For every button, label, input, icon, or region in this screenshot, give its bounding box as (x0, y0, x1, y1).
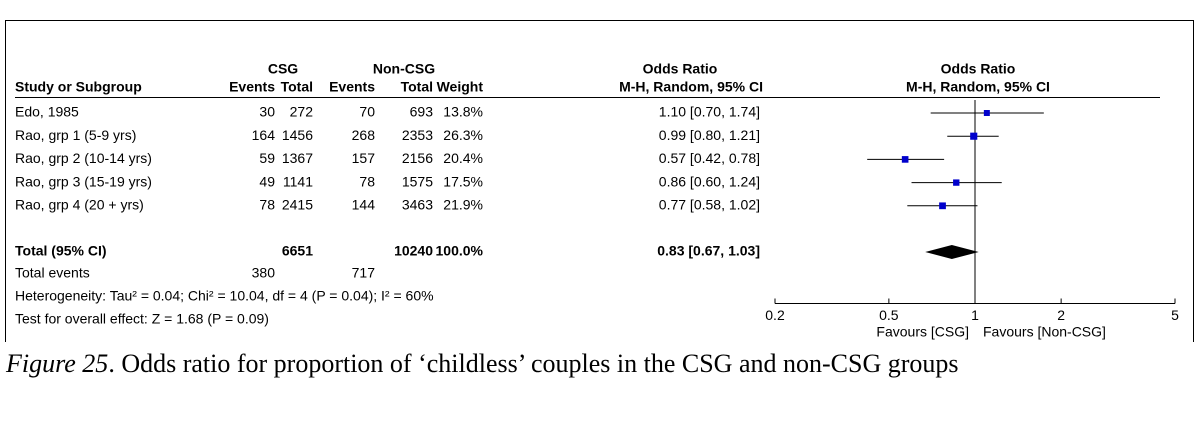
column-header: Total (281, 79, 313, 95)
total-events-name: Total events (15, 265, 90, 281)
favours-left: Favours [CSG] (876, 324, 969, 340)
group-header: CSG (268, 61, 298, 77)
study-name: Edo, 1985 (15, 104, 79, 120)
cell: 157 (352, 150, 376, 166)
cell: 59 (259, 150, 275, 166)
weight: 100.0% (436, 243, 484, 259)
effect-square (939, 202, 946, 210)
cell: 78 (359, 173, 375, 189)
weight: 17.5% (443, 173, 483, 189)
effect-square (901, 156, 909, 163)
cell: 10240 (394, 243, 433, 259)
ci: 0.99 [0.80, 1.21] (659, 127, 760, 143)
cell: 78 (259, 197, 275, 213)
cell: 49 (259, 173, 275, 189)
forest-plot: CSG Non-CSG Odds Ratio Odds Ratio Study … (5, 20, 1194, 342)
study-name: Rao, grp 4 (20 + yrs) (15, 197, 144, 213)
overall-effect: Test for overall effect: Z = 1.68 (P = 0… (15, 311, 269, 327)
cell: 2353 (402, 127, 433, 143)
cell: 717 (352, 265, 376, 281)
ci: 0.83 [0.67, 1.03] (657, 243, 760, 259)
group-header: Odds Ratio (643, 61, 718, 77)
cell: 693 (410, 104, 434, 120)
effect-square (983, 110, 990, 116)
cell: 268 (352, 127, 376, 143)
x-tick-label: 0.5 (879, 307, 899, 323)
effect-square (953, 179, 960, 186)
study-name: Rao, grp 2 (10-14 yrs) (15, 150, 152, 166)
x-tick-label: 5 (1171, 307, 1179, 323)
summary-diamond (925, 245, 979, 259)
cell: 1575 (402, 173, 433, 189)
column-header: Total (401, 79, 433, 95)
ci: 0.86 [0.60, 1.24] (659, 173, 760, 189)
cell: 6651 (282, 243, 313, 259)
caption-label: Figure 25 (6, 349, 109, 378)
cell: 144 (352, 197, 376, 213)
cell: 1367 (282, 150, 313, 166)
ci: 0.57 [0.42, 0.78] (659, 150, 760, 166)
frame (5, 20, 1194, 342)
column-header: Weight (437, 79, 484, 95)
study-name: Rao, grp 3 (15-19 yrs) (15, 173, 152, 189)
cell: 3463 (402, 197, 433, 213)
group-header: Odds Ratio (941, 61, 1016, 77)
study-name: Rao, grp 1 (5-9 yrs) (15, 127, 136, 143)
total-name: Total (95% CI) (15, 243, 107, 259)
cell: 1141 (283, 173, 313, 189)
heterogeneity: Heterogeneity: Tau² = 0.04; Chi² = 10.04… (15, 288, 434, 304)
caption: Figure 25. Odds ratio for proportion of … (6, 344, 1186, 384)
cell: 164 (252, 127, 276, 143)
column-header: Study or Subgroup (15, 79, 142, 95)
ci: 1.10 [0.70, 1.74] (659, 104, 760, 120)
cell: 272 (290, 104, 314, 120)
favours-right: Favours [Non-CSG] (983, 324, 1106, 340)
weight: 20.4% (443, 150, 483, 166)
cell: 2415 (282, 197, 313, 213)
column-header: M-H, Random, 95% CI (906, 79, 1050, 95)
column-header: M-H, Random, 95% CI (619, 79, 763, 95)
cell: 380 (252, 265, 276, 281)
column-header: Events (329, 79, 375, 95)
cell: 30 (259, 104, 275, 120)
caption-text: . Odds ratio for proportion of ‘childles… (108, 349, 959, 378)
cell: 1456 (282, 127, 313, 143)
x-tick-label: 2 (1057, 307, 1065, 323)
weight: 21.9% (443, 197, 483, 213)
cell: 70 (359, 104, 375, 120)
effect-square (970, 132, 978, 140)
x-tick-label: 0.2 (765, 307, 785, 323)
weight: 13.8% (443, 104, 483, 120)
cell: 2156 (402, 150, 433, 166)
column-header: Events (229, 79, 275, 95)
ci: 0.77 [0.58, 1.02] (659, 197, 760, 213)
weight: 26.3% (443, 127, 483, 143)
x-tick-label: 1 (971, 307, 979, 323)
group-header: Non-CSG (373, 61, 435, 77)
